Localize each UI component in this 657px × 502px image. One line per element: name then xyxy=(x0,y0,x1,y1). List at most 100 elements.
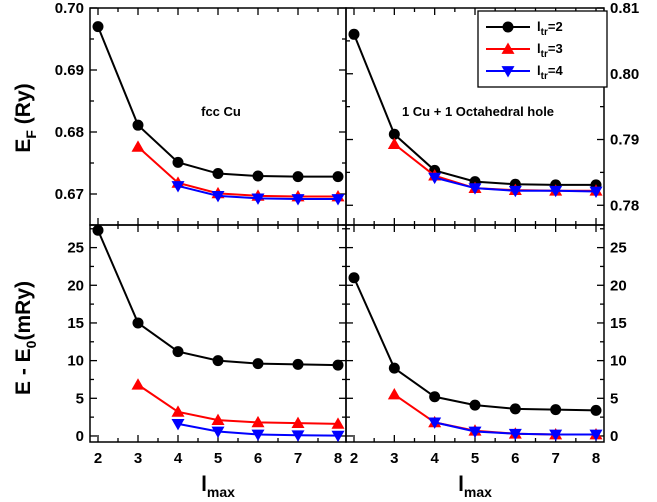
x-tick-label: 8 xyxy=(592,450,600,467)
legend-marker xyxy=(501,42,515,54)
data-point-ltr3 xyxy=(171,405,185,417)
x-tick-label: 8 xyxy=(334,450,342,467)
data-point-ltr2 xyxy=(509,403,521,415)
data-point-ltr4 xyxy=(211,190,225,203)
data-point-ltr2 xyxy=(292,171,304,183)
y-tick-label: 0 xyxy=(76,428,84,445)
data-point-ltr2 xyxy=(348,272,360,284)
data-point-ltr2 xyxy=(252,170,264,182)
chart-panels: 0.67 0.68 0.69 0.70 fcc Cu 0.78 0.79 0.80 0.81 1 … xyxy=(55,0,639,467)
x-tick-label: 7 xyxy=(294,450,302,467)
y-tick-label: 15 xyxy=(67,315,84,332)
x-tick-label: 3 xyxy=(390,450,398,467)
data-point-ltr2 xyxy=(429,391,441,403)
data-point-ltr4 xyxy=(589,429,603,441)
legend-entry: ltr=4 xyxy=(486,63,563,82)
data-point-ltr3 xyxy=(387,388,401,400)
data-point-ltr4 xyxy=(549,185,563,198)
legend-entry: ltr=2 xyxy=(486,19,563,38)
data-point-ltr4 xyxy=(428,417,442,429)
data-point-ltr2 xyxy=(590,404,602,416)
y-tick-label: 10 xyxy=(67,353,84,370)
data-point-ltr2 xyxy=(92,21,104,33)
data-point-ltr4 xyxy=(468,183,482,195)
panel-bottom-right: 0 5 10 15 20 25 2 3 4 5 6 7 8 xyxy=(345,224,627,467)
data-point-ltr2 xyxy=(132,119,144,131)
data-point-ltr2 xyxy=(292,358,304,370)
data-point-ltr2 xyxy=(388,362,400,374)
data-point-ltr4 xyxy=(291,194,305,206)
panel-top-left: 0.67 0.68 0.69 0.70 fcc Cu xyxy=(55,0,347,226)
data-point-ltr3 xyxy=(251,415,265,428)
legend-label: ltr=4 xyxy=(537,63,563,82)
series-line-ltr2 xyxy=(97,229,339,367)
legend: ltr=2 ltr=3 ltr=4 xyxy=(477,10,608,88)
data-point-ltr3 xyxy=(387,137,401,149)
data-point-ltr4 xyxy=(468,426,482,438)
x-tick-label: 2 xyxy=(350,450,358,467)
data-point-ltr4 xyxy=(251,193,265,205)
legend-marker xyxy=(502,21,514,33)
data-point-ltr4 xyxy=(171,419,185,431)
x-tick-label: 5 xyxy=(471,450,479,467)
x-axis-title-left: lmax xyxy=(201,473,235,500)
data-point-ltr2 xyxy=(332,359,344,371)
y-tick-label: 0.79 xyxy=(610,132,639,149)
data-point-ltr2 xyxy=(212,168,224,180)
data-point-ltr3 xyxy=(131,140,145,152)
data-point-ltr3 xyxy=(291,416,305,429)
data-point-ltr2 xyxy=(172,156,184,168)
data-point-ltr3 xyxy=(331,417,345,429)
x-tick-label: 4 xyxy=(430,450,439,467)
y-tick-label: 0.67 xyxy=(55,186,84,203)
x-tick-label: 2 xyxy=(94,450,102,467)
panel-bottom-left: 0 5 10 15 20 25 2 3 4 5 6 7 8 xyxy=(67,224,347,467)
data-point-ltr4 xyxy=(331,430,345,443)
series-line-ltr3 xyxy=(137,383,339,425)
series-line-ltr3 xyxy=(393,393,596,436)
x-tick-label: 3 xyxy=(134,450,142,467)
data-point-ltr4 xyxy=(291,430,305,442)
legend-label: ltr=3 xyxy=(537,41,563,60)
data-point-ltr2 xyxy=(469,399,481,411)
panel-annotation: 1 Cu + 1 Octahedral hole xyxy=(402,104,554,119)
data-point-ltr4 xyxy=(251,429,265,441)
y-tick-label: 20 xyxy=(610,277,627,294)
top-y-axis-title: EF (Ry) xyxy=(12,83,39,152)
x-tick-label: 5 xyxy=(214,450,222,467)
legend-label: ltr=2 xyxy=(537,19,563,38)
data-point-ltr4 xyxy=(171,181,185,193)
y-tick-label: 0 xyxy=(610,428,618,445)
y-tick-label: 15 xyxy=(610,315,627,332)
data-point-ltr4 xyxy=(508,428,522,441)
y-tick-label: 0.78 xyxy=(610,197,639,214)
y-tick-label: 5 xyxy=(610,390,618,407)
data-point-ltr2 xyxy=(348,28,360,40)
y-tick-label: 0.81 xyxy=(610,0,639,17)
data-point-ltr4 xyxy=(589,186,603,198)
data-point-ltr4 xyxy=(211,426,225,438)
y-tick-label: 10 xyxy=(610,353,627,370)
y-tick-label: 20 xyxy=(67,277,84,294)
series-line-ltr2 xyxy=(353,277,597,412)
x-tick-label: 6 xyxy=(511,450,519,467)
panel-frame xyxy=(89,224,347,443)
data-point-ltr4 xyxy=(508,185,522,198)
series-line-ltr3 xyxy=(137,146,338,198)
x-tick-label: 7 xyxy=(551,450,559,467)
legend-entry: ltr=3 xyxy=(486,41,563,60)
y-tick-label: 25 xyxy=(67,240,84,257)
x-axis-title-right: lmax xyxy=(458,473,492,500)
data-point-ltr4 xyxy=(549,429,563,441)
data-point-ltr3 xyxy=(211,413,225,426)
y-tick-label: 5 xyxy=(76,390,84,407)
data-point-ltr2 xyxy=(172,346,184,358)
data-point-ltr2 xyxy=(332,171,344,183)
panel-annotation: fcc Cu xyxy=(201,104,241,119)
y-tick-label: 0.68 xyxy=(55,124,84,141)
data-point-ltr2 xyxy=(388,128,400,140)
data-point-ltr4 xyxy=(331,194,345,206)
y-tick-label: 0.80 xyxy=(610,66,639,83)
bottom-y-axis-title: E - E0(mRy) xyxy=(12,281,39,395)
